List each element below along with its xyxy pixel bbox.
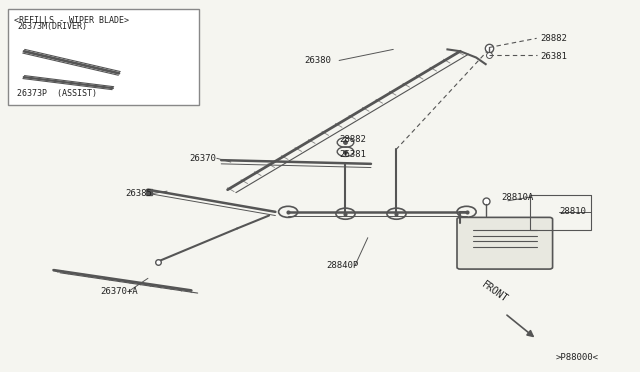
- Text: 26385: 26385: [125, 189, 152, 198]
- Text: 26381: 26381: [540, 52, 566, 61]
- Text: FRONT: FRONT: [479, 279, 509, 304]
- Text: 28810: 28810: [559, 207, 586, 217]
- FancyBboxPatch shape: [8, 9, 199, 105]
- Text: 26370: 26370: [189, 154, 216, 163]
- Text: 28810A: 28810A: [502, 193, 534, 202]
- Text: 26380: 26380: [304, 56, 331, 65]
- Text: 28840P: 28840P: [326, 261, 358, 270]
- Text: 26370+A: 26370+A: [100, 287, 138, 296]
- Text: 28882: 28882: [540, 34, 566, 43]
- Text: <REFILLS - WIPER BLADE>: <REFILLS - WIPER BLADE>: [14, 16, 129, 25]
- Text: 26381: 26381: [339, 150, 366, 159]
- FancyBboxPatch shape: [457, 217, 552, 269]
- Text: 26373P  (ASSIST): 26373P (ASSIST): [17, 89, 97, 97]
- Text: 26373M(DRIVER): 26373M(DRIVER): [17, 22, 87, 31]
- Text: >P88000<: >P88000<: [556, 353, 599, 362]
- Text: 28882: 28882: [339, 135, 366, 144]
